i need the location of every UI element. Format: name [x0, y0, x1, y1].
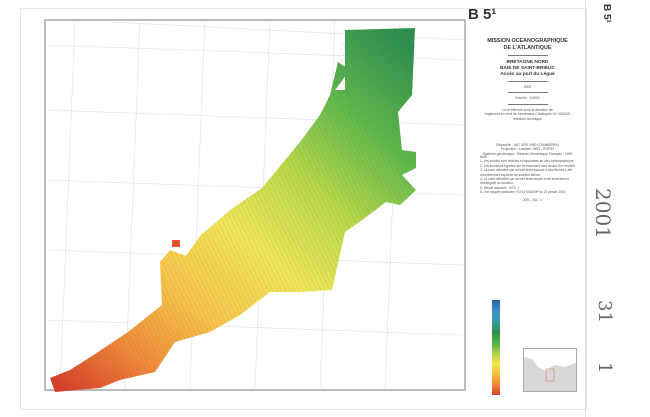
note-item: 2- Les isobathes figurées sur ce documen…: [480, 163, 576, 168]
ellipsoid: Ellipsoïde : IAG GRS 1980 (CANBERRA): [496, 143, 559, 148]
title-line-2: DE L'ATLANTIQUE: [503, 45, 552, 51]
title-block: MISSION OCEANOGRAPHIQUE DE L'ATLANTIQUE …: [470, 38, 585, 156]
depth-color-legend: [492, 300, 500, 395]
divider: [507, 92, 548, 94]
region-1: BRETAGNE NORD: [506, 60, 549, 65]
notes-block: Note : 1- Les sondes sont réduites et ra…: [480, 155, 585, 202]
note-item: 5- Minute associée : NTS_1: [480, 185, 520, 190]
year: 2000: [523, 85, 532, 89]
sounding-coverage: [50, 28, 416, 392]
margin-number: 1: [594, 362, 615, 374]
notes-heading: Note :: [480, 155, 489, 159]
sheet-edge: [585, 0, 586, 417]
credits-2: l'ingénieur en chef de l'armement Christ…: [484, 112, 571, 117]
note-item: 3- La zone délimitée par un trait tireté…: [480, 168, 573, 177]
subtitle: Accès au port du Légué: [500, 72, 555, 77]
divider: [507, 81, 548, 82]
date-stamp: 2001: [591, 188, 615, 239]
divider: [507, 103, 548, 105]
inset-coastline: [524, 349, 576, 382]
signature: [470, 121, 585, 143]
note-item: 1- Les sondes sont réduites et rapportée…: [480, 159, 575, 164]
sheet-id: B 5¹: [468, 6, 497, 23]
location-inset-map: [523, 348, 577, 392]
scale: Échelle : 1/5000: [515, 96, 540, 101]
note-item: 4- La zone délimitée par un trait tireté…: [480, 177, 569, 186]
credits-3: directeur technique: [513, 116, 542, 121]
credits-1: Levé effectué sous la direction de: [502, 107, 553, 112]
geodetic-system: Système géodésique : Réseau Géodésique F…: [482, 151, 573, 156]
note-item: 6- Voir rapport particulier n°2/14 MOA/N…: [480, 190, 567, 195]
region-2: BAIE DE SAINT-BRIEUC: [500, 66, 555, 71]
projection: Projection : Lambert 1993 - RGF93: [501, 147, 554, 152]
title-line-1: MISSION OCEANOGRAPHIQUE: [487, 38, 568, 44]
divider: [507, 55, 548, 56]
margin-sheet-id: B 5¹: [601, 4, 612, 23]
notes-reference: 2001 - 511 - 1: [522, 197, 543, 202]
margin-number: 31: [594, 300, 615, 323]
